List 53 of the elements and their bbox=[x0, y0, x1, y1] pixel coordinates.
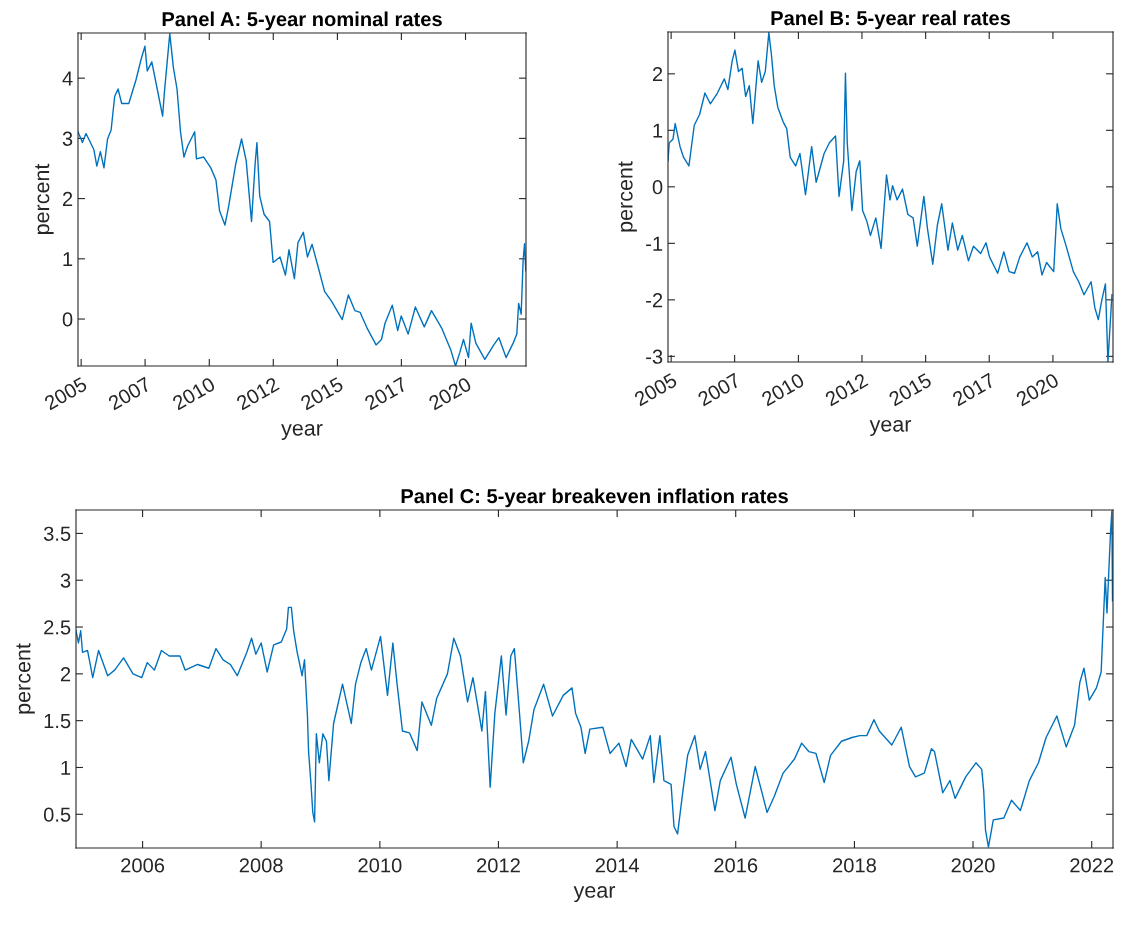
y-tick-label: 3 bbox=[60, 573, 71, 588]
x-tick-label: 2012 bbox=[477, 858, 520, 873]
y-tick-label: 2 bbox=[62, 191, 73, 206]
y-tick-label: 2 bbox=[60, 667, 71, 682]
line-series bbox=[78, 33, 526, 366]
y-tick-label: -3 bbox=[646, 349, 663, 364]
y-tick-label: 0 bbox=[652, 180, 663, 195]
y-tick-label: 3 bbox=[62, 131, 73, 146]
y-tick-label: 2.5 bbox=[44, 620, 71, 635]
y-tick-label: 1 bbox=[653, 123, 663, 138]
y-tick-label: 0.5 bbox=[43, 807, 71, 822]
x-tick-label: 2005 bbox=[43, 376, 88, 411]
chart-title: Panel C: 5-year breakeven inflation rates bbox=[401, 488, 788, 508]
chart-title: Panel A: 5-year nominal rates bbox=[162, 11, 442, 31]
x-tick-label: 2007 bbox=[107, 376, 152, 411]
x-tick-label: 2022 bbox=[1070, 858, 1114, 873]
x-tick-label: 2018 bbox=[833, 858, 876, 873]
y-tick-label: 3.5 bbox=[43, 526, 71, 541]
x-tick-label: 2008 bbox=[239, 858, 283, 873]
x-tick-label: 2012 bbox=[824, 372, 869, 407]
x-tick-label: 2005 bbox=[633, 372, 678, 407]
x-tick-label: 2016 bbox=[714, 858, 758, 873]
x-tick-label: 2010 bbox=[358, 858, 402, 873]
x-axis-title: year bbox=[573, 886, 616, 903]
y-tick-label: 2 bbox=[652, 67, 663, 82]
x-tick-label: 2020 bbox=[427, 376, 473, 411]
x-tick-label: 2012 bbox=[235, 376, 280, 411]
x-tick-label: 2015 bbox=[299, 376, 345, 411]
x-tick-label: 2014 bbox=[595, 858, 639, 873]
y-tick-label: 4 bbox=[62, 71, 73, 86]
line-series bbox=[668, 32, 1113, 362]
x-tick-label: 2015 bbox=[888, 372, 933, 407]
x-tick-label: 2020 bbox=[951, 858, 995, 873]
y-tick-label: 1 bbox=[61, 760, 71, 775]
y-tick-label: -2 bbox=[646, 293, 663, 308]
y-tick-label: 1.5 bbox=[44, 714, 71, 729]
x-tick-label: 2017 bbox=[363, 376, 408, 411]
x-axis-title: year bbox=[281, 423, 323, 440]
y-axis-title: percent bbox=[618, 161, 637, 232]
x-tick-label: 2020 bbox=[1015, 372, 1060, 407]
x-tick-label: 2010 bbox=[760, 372, 806, 407]
y-tick-label: 1 bbox=[63, 252, 73, 267]
chart-title: Panel B: 5-year real rates bbox=[771, 10, 1011, 30]
x-tick-label: 2017 bbox=[951, 372, 996, 407]
x-axis-title: year bbox=[869, 419, 912, 436]
line-series bbox=[76, 510, 1113, 848]
x-tick-label: 2006 bbox=[121, 858, 165, 873]
x-tick-label: 2007 bbox=[696, 372, 742, 407]
y-axis-title: percent bbox=[35, 163, 54, 235]
y-tick-label: -1 bbox=[646, 236, 663, 251]
y-axis-title: percent bbox=[16, 643, 35, 714]
x-tick-label: 2010 bbox=[171, 376, 216, 411]
y-tick-label: 0 bbox=[62, 312, 73, 327]
